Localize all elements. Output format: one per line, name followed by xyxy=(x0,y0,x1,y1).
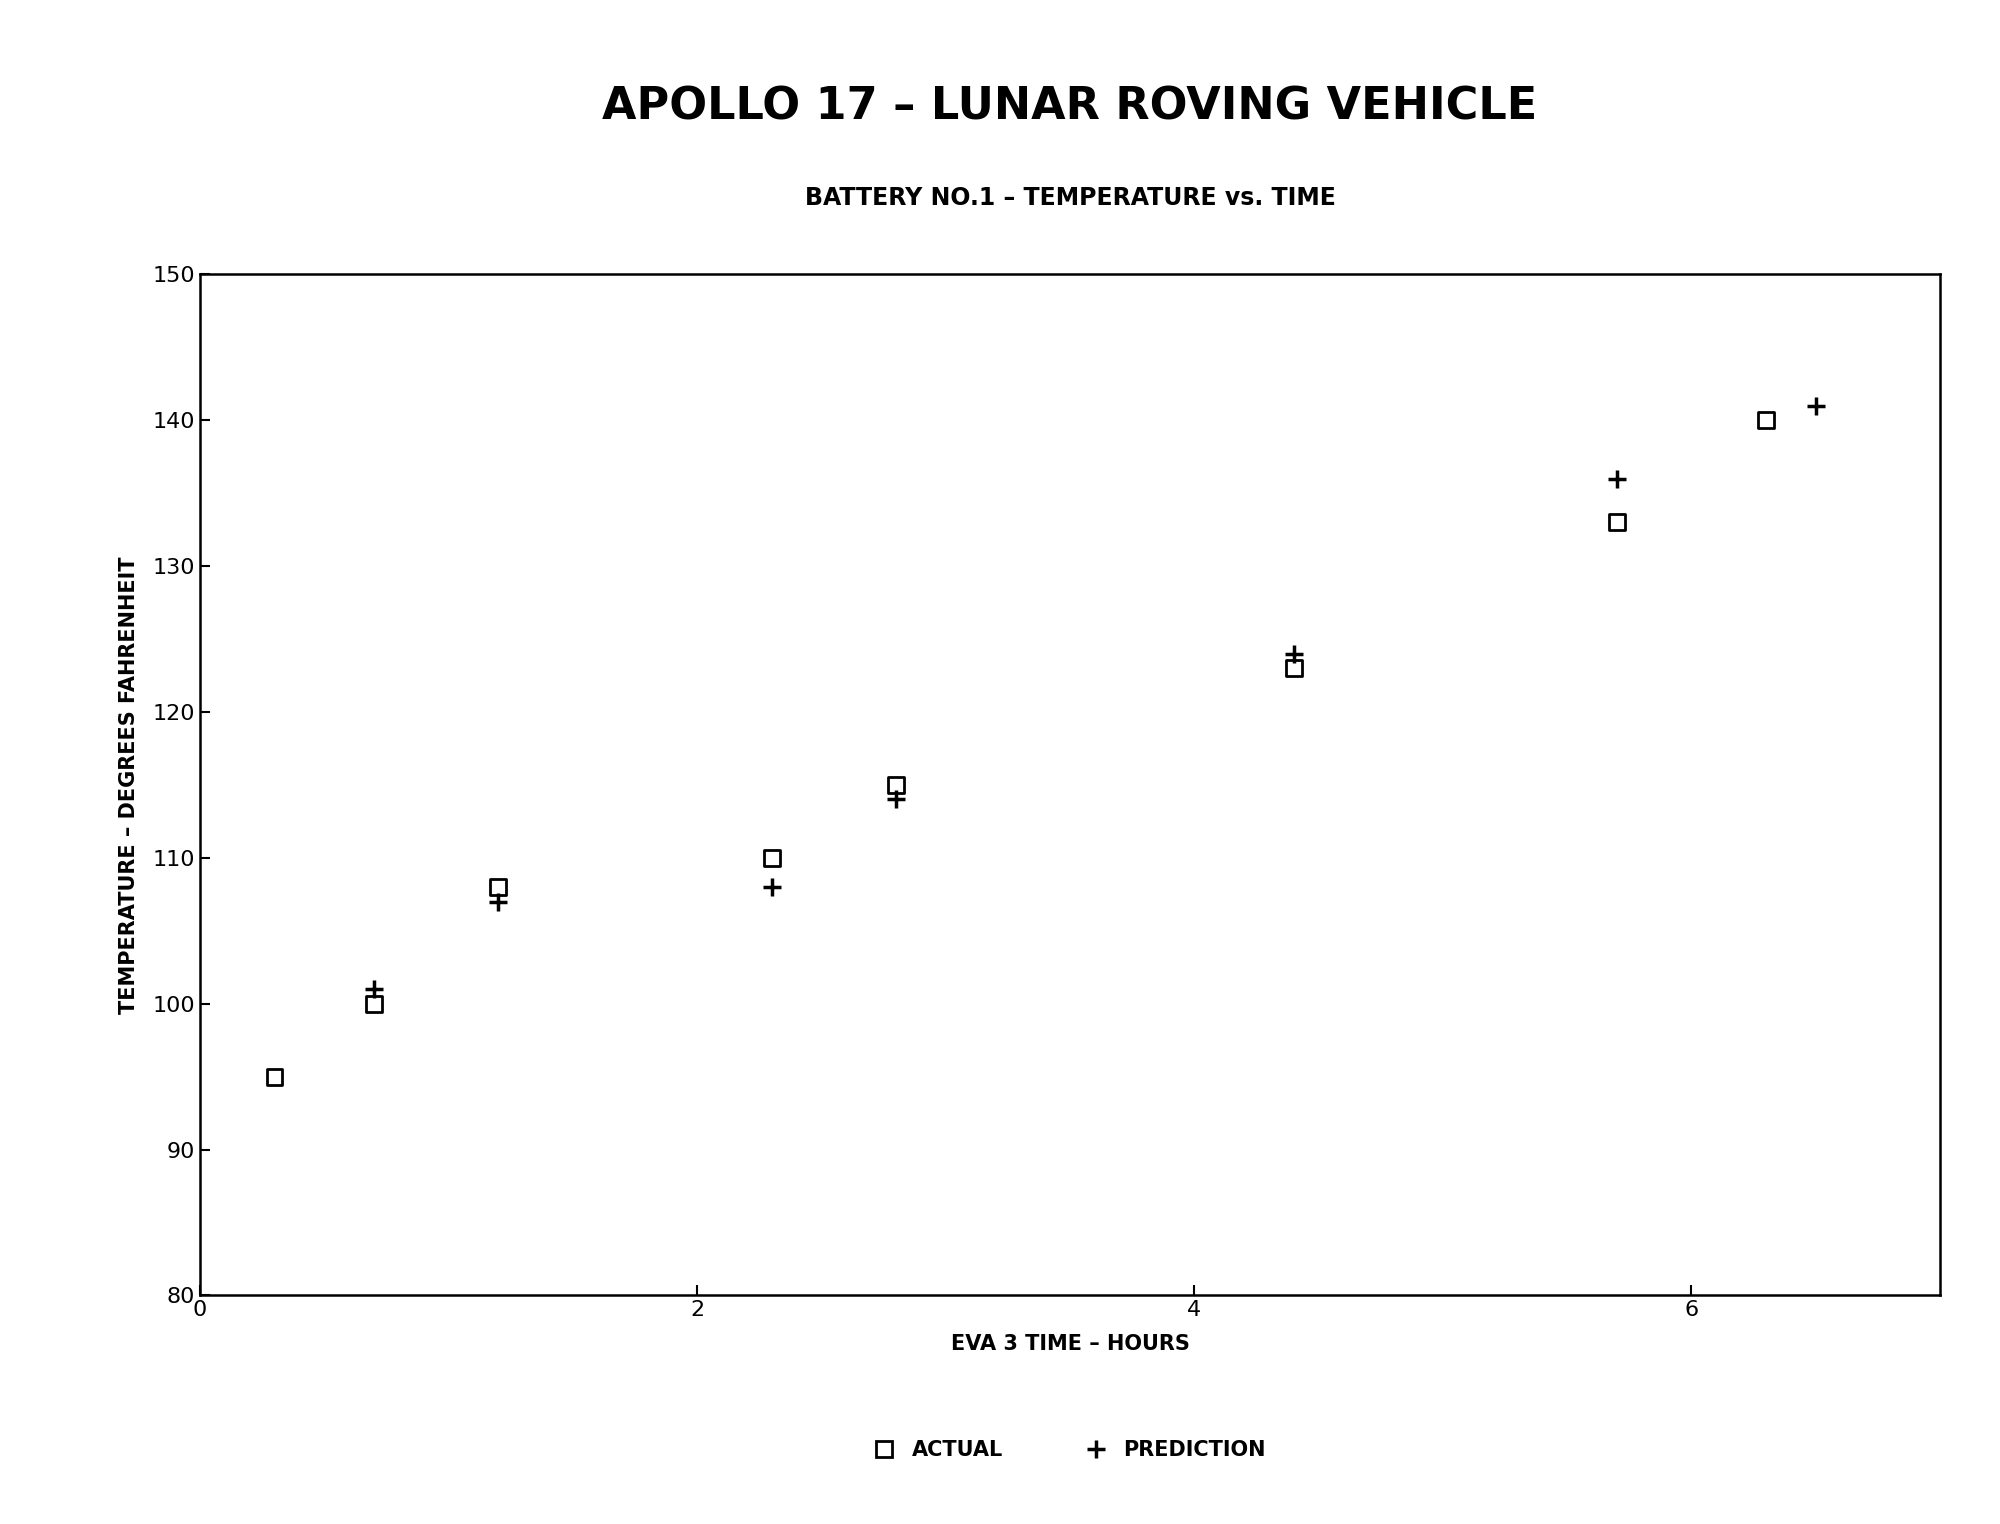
Legend: ACTUAL, PREDICTION: ACTUAL, PREDICTION xyxy=(866,1433,1274,1469)
Point xyxy=(756,875,788,899)
Point xyxy=(358,992,390,1017)
Point xyxy=(1800,393,1832,418)
Point xyxy=(358,977,390,1001)
X-axis label: EVA 3 TIME – HOURS: EVA 3 TIME – HOURS xyxy=(950,1334,1190,1355)
Point xyxy=(1278,642,1310,666)
Text: APOLLO 17 – LUNAR ROVING VEHICLE: APOLLO 17 – LUNAR ROVING VEHICLE xyxy=(602,85,1538,128)
Point xyxy=(482,890,514,914)
Point xyxy=(1600,466,1632,491)
Point xyxy=(1600,511,1632,535)
Point xyxy=(482,875,514,899)
Point xyxy=(880,773,912,797)
Text: BATTERY NO.1 – TEMPERATURE vs. TIME: BATTERY NO.1 – TEMPERATURE vs. TIME xyxy=(804,186,1336,210)
Point xyxy=(1278,655,1310,680)
Point xyxy=(756,846,788,870)
Y-axis label: TEMPERATURE – DEGREES FAHRENHEIT: TEMPERATURE – DEGREES FAHRENHEIT xyxy=(118,556,138,1013)
Point xyxy=(1750,408,1782,433)
Point xyxy=(880,788,912,812)
Point xyxy=(258,1064,290,1088)
